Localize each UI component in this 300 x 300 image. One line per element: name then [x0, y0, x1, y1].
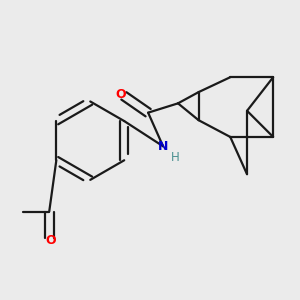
Text: N: N: [158, 140, 168, 153]
Text: O: O: [46, 234, 56, 247]
Text: O: O: [116, 88, 126, 100]
Text: H: H: [171, 151, 180, 164]
